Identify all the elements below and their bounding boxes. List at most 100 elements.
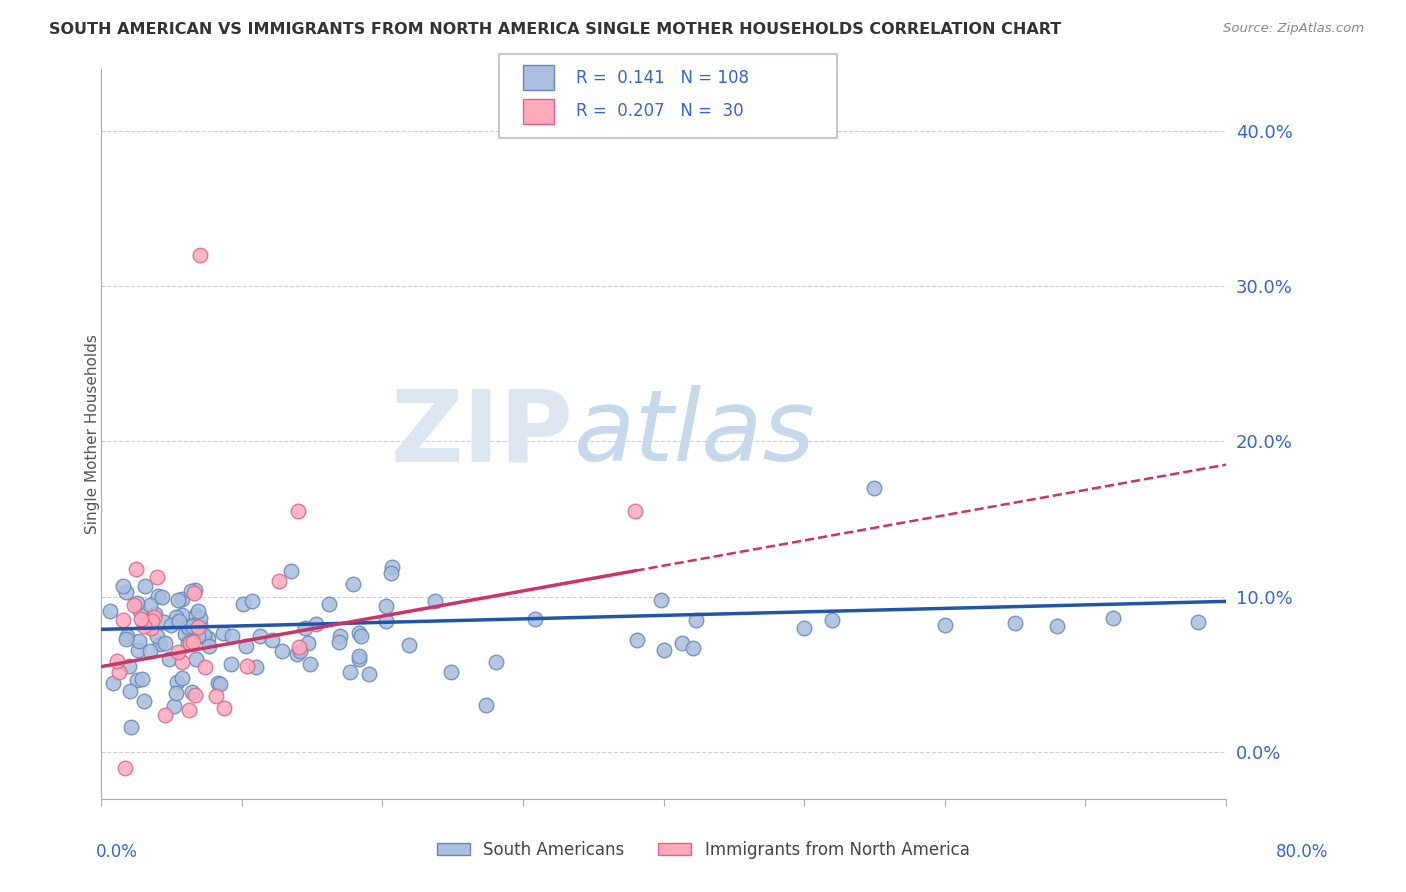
Point (260, 633, 283, 648)
Point (125, 596, 148, 610)
Text: 0.0%: 0.0% (96, 843, 138, 861)
Text: atlas: atlas (574, 385, 815, 482)
Point (240, 594, 263, 608)
Point (157, 652, 180, 666)
Point (232, 597, 254, 611)
Point (1187, 615, 1209, 629)
Point (153, 708, 176, 723)
Point (198, 639, 221, 653)
Point (288, 644, 311, 658)
Point (188, 618, 211, 632)
Point (375, 599, 398, 613)
Point (329, 629, 352, 643)
Point (267, 574, 290, 588)
Point (177, 636, 200, 650)
Point (235, 639, 257, 653)
Point (221, 629, 243, 643)
Point (114, 761, 136, 775)
Point (172, 655, 194, 669)
Point (128, 634, 150, 648)
Point (127, 643, 149, 657)
Point (934, 617, 956, 632)
Point (339, 665, 361, 679)
Point (294, 621, 316, 635)
Point (475, 698, 498, 713)
Point (342, 577, 364, 591)
Point (235, 659, 257, 673)
Point (298, 657, 321, 672)
Point (176, 620, 198, 634)
Point (350, 629, 373, 643)
Point (652, 643, 675, 657)
Text: R =  0.141   N = 108: R = 0.141 N = 108 (576, 69, 749, 87)
Point (821, 613, 844, 627)
Point (177, 623, 200, 637)
Point (134, 694, 156, 708)
Point (280, 565, 302, 579)
Point (117, 629, 139, 643)
Point (181, 619, 204, 633)
Point (270, 643, 292, 657)
Point (98, 604, 121, 618)
Point (114, 585, 136, 599)
Point (163, 698, 186, 713)
Point (212, 626, 235, 640)
Point (285, 647, 308, 661)
Point (146, 629, 169, 643)
Point (863, 481, 886, 495)
Point (287, 504, 309, 518)
Point (184, 608, 207, 623)
Point (1046, 619, 1069, 633)
Point (682, 641, 704, 656)
Point (305, 617, 328, 632)
Point (208, 677, 231, 691)
Point (177, 702, 200, 716)
Point (187, 604, 209, 618)
Point (139, 622, 162, 636)
Point (174, 627, 197, 641)
Point (128, 604, 150, 618)
Point (650, 592, 672, 607)
Point (318, 598, 340, 612)
Point (134, 579, 156, 593)
Point (671, 636, 693, 650)
Point (181, 685, 204, 699)
Point (139, 599, 162, 613)
Text: Source: ZipAtlas.com: Source: ZipAtlas.com (1223, 22, 1364, 36)
Point (186, 651, 208, 665)
Point (423, 594, 446, 608)
Point (626, 633, 648, 648)
Point (624, 504, 647, 518)
Point (103, 676, 125, 690)
Point (172, 607, 194, 622)
Point (188, 248, 211, 262)
Point (212, 701, 235, 715)
Point (205, 689, 228, 703)
Point (184, 688, 207, 702)
Point (146, 570, 169, 584)
Point (374, 614, 396, 628)
Point (120, 684, 142, 698)
Point (112, 613, 135, 627)
Point (179, 636, 201, 650)
Point (134, 619, 156, 633)
Point (328, 635, 350, 649)
Point (141, 614, 163, 628)
Point (187, 620, 209, 634)
Point (111, 578, 134, 592)
Point (297, 636, 319, 650)
Point (197, 631, 219, 645)
Legend: South Americans, Immigrants from North America: South Americans, Immigrants from North A… (430, 835, 976, 866)
Point (167, 645, 190, 659)
Point (150, 590, 173, 604)
Point (381, 559, 404, 574)
Point (149, 637, 172, 651)
Point (347, 648, 370, 663)
Point (191, 629, 214, 643)
Point (165, 685, 187, 699)
Point (1102, 611, 1125, 625)
Point (166, 675, 188, 690)
Point (129, 612, 152, 626)
Point (349, 626, 371, 640)
Point (193, 628, 215, 642)
